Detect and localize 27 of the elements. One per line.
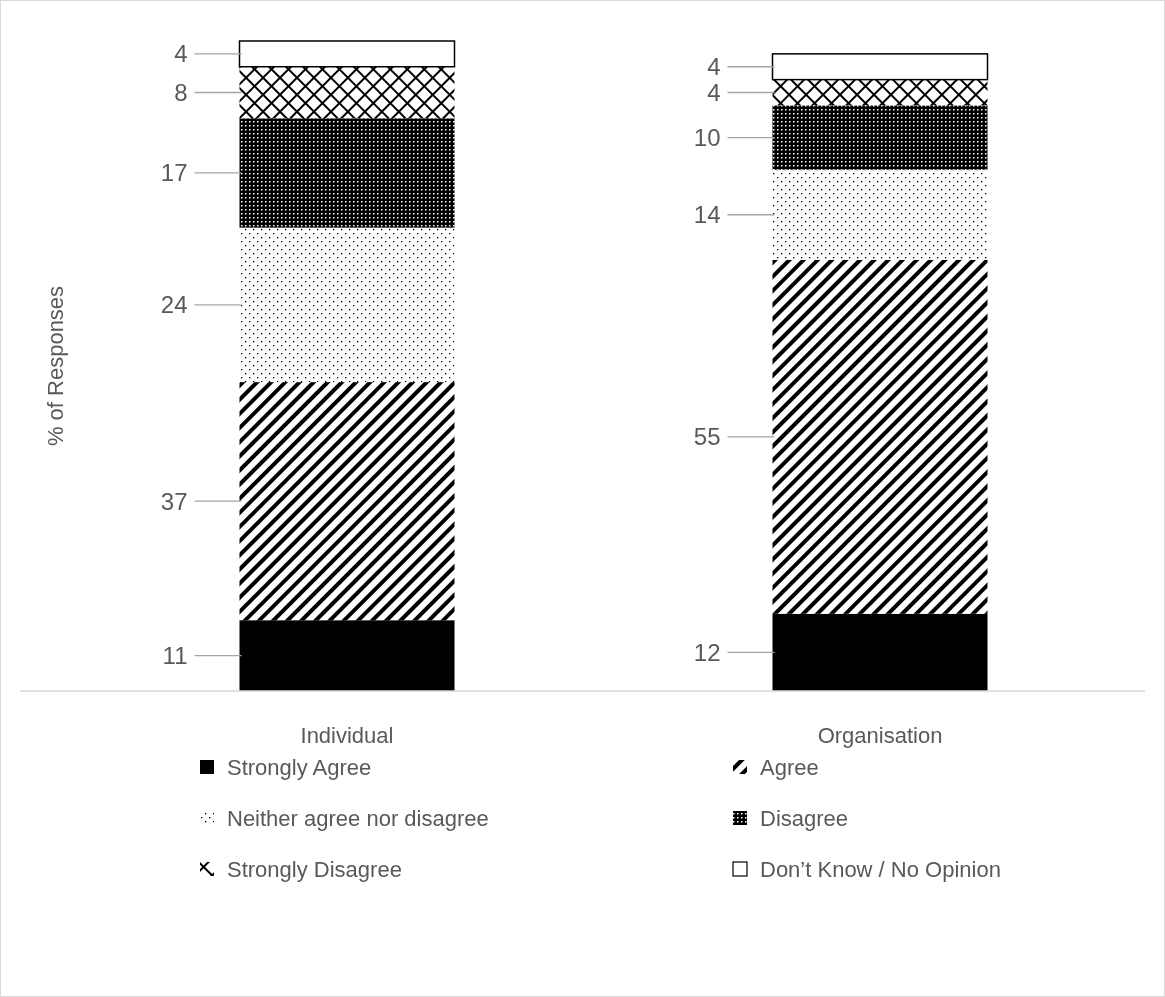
y-axis-title: % of Responses — [42, 285, 68, 447]
data-label: 12 — [693, 638, 721, 666]
bar — [239, 118, 455, 228]
legend-label: Disagree — [760, 805, 849, 831]
x-tick-label: Individual — [300, 722, 394, 748]
legend-label: Neither agree nor disagree — [227, 805, 489, 831]
data-label: 4 — [174, 40, 188, 68]
bar — [239, 382, 455, 621]
bar — [772, 105, 988, 170]
bar — [239, 620, 455, 691]
data-label: 17 — [160, 159, 188, 187]
legend-label: Strongly Agree — [227, 754, 372, 780]
data-label: 14 — [693, 201, 721, 229]
data-label: 55 — [693, 423, 721, 451]
legend-label: Don’t Know / No Opinion — [760, 856, 1001, 882]
data-label: 10 — [693, 123, 721, 151]
data-label: 4 — [707, 53, 721, 81]
legend-label: Agree — [760, 754, 819, 780]
data-label: 37 — [160, 487, 188, 515]
data-label: 24 — [160, 291, 188, 319]
data-label: 4 — [707, 78, 721, 106]
bar — [772, 259, 988, 614]
bar — [772, 613, 988, 691]
data-label: 11 — [162, 642, 188, 669]
legend-label: Strongly Disagree — [227, 856, 402, 882]
data-label: 8 — [174, 78, 188, 106]
x-tick-label: Organisation — [817, 722, 943, 748]
